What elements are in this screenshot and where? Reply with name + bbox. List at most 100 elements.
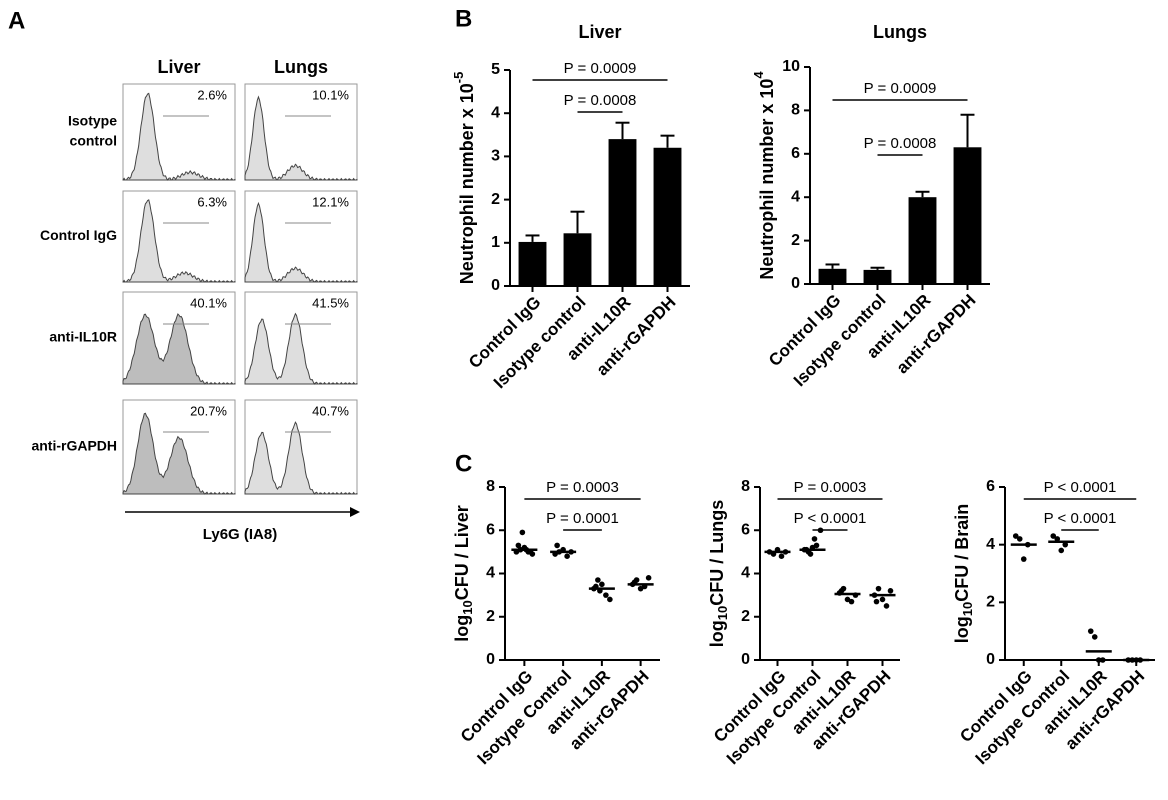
- p-value: P = 0.0008: [564, 92, 637, 109]
- p-value: P = 0.0003: [794, 479, 867, 496]
- y-tick-label: 4: [486, 565, 495, 582]
- dot: [817, 527, 824, 534]
- gate-percent: 6.3%: [197, 194, 227, 209]
- gate-percent: 2.6%: [197, 87, 227, 102]
- y-axis-label: Neutrophil number x 104: [751, 71, 776, 280]
- dot: [883, 603, 890, 609]
- y-tick-label: 4: [491, 104, 500, 121]
- gate-percent: 12.1%: [312, 194, 349, 209]
- dot: [1058, 547, 1065, 554]
- y-tick-label: 2: [791, 232, 800, 249]
- y-tick-label: 0: [791, 275, 800, 292]
- chart-title: Lungs: [873, 22, 927, 42]
- row-label: control: [70, 133, 117, 149]
- y-label-text: CFU / Brain: [952, 504, 972, 602]
- dot: [1091, 634, 1098, 640]
- y-tick-label: 1: [491, 234, 500, 251]
- row-label: anti-rGAPDH: [31, 438, 117, 454]
- bar: [518, 241, 547, 286]
- y-axis-label: log10CFU / Liver: [452, 505, 476, 642]
- dot: [1016, 536, 1023, 542]
- y-label-text: CFU / Liver: [452, 505, 472, 600]
- row-label: Control IgG: [40, 227, 117, 243]
- y-label-sub: 10: [715, 606, 730, 620]
- gate-percent: 41.5%: [312, 295, 349, 310]
- histogram: [122, 92, 236, 181]
- bar: [608, 139, 637, 286]
- dot: [879, 596, 886, 603]
- y-tick-label: 2: [986, 594, 995, 611]
- histogram: [122, 199, 236, 283]
- bar: [563, 233, 592, 286]
- y-tick-label: 3: [491, 148, 500, 165]
- histogram: [244, 312, 358, 385]
- dot: [778, 553, 785, 559]
- y-label-text: log: [452, 615, 472, 642]
- y-label-text: CFU / Lungs: [707, 500, 727, 606]
- dot: [564, 553, 570, 559]
- dot: [1095, 657, 1102, 663]
- y-tick-label: 4: [741, 565, 750, 582]
- y-tick-label: 4: [986, 536, 995, 553]
- dot: [599, 581, 605, 588]
- p-value: P < 0.0001: [1044, 479, 1117, 496]
- y-tick-label: 2: [491, 191, 500, 208]
- y-tick-label: 0: [486, 651, 495, 668]
- y-tick-label: 0: [491, 277, 500, 294]
- y-label-text: log: [952, 616, 972, 643]
- column-header: Liver: [157, 57, 200, 77]
- y-label-sub: 10: [460, 600, 475, 614]
- panel-label: A: [8, 7, 25, 34]
- histogram: [244, 421, 358, 495]
- gate-percent: 40.1%: [190, 295, 227, 310]
- dot: [1050, 533, 1057, 539]
- dot: [1087, 628, 1094, 634]
- dot: [607, 596, 613, 603]
- p-value: P = 0.0009: [864, 80, 937, 97]
- chart-title: Liver: [578, 22, 621, 42]
- gate-percent: 40.7%: [312, 403, 349, 418]
- dot: [554, 542, 560, 549]
- flow-xlabel: Ly6G (IA8): [203, 526, 277, 543]
- dot: [848, 598, 855, 605]
- dot: [1012, 533, 1019, 539]
- p-value: P = 0.0009: [564, 60, 637, 77]
- dot: [515, 542, 522, 549]
- dot: [811, 536, 818, 542]
- y-tick-label: 2: [741, 608, 750, 625]
- gate-percent: 20.7%: [190, 403, 227, 418]
- y-tick-label: 5: [491, 61, 500, 78]
- p-value: P < 0.0001: [1044, 510, 1117, 527]
- dot: [645, 575, 652, 581]
- y-label-text: Neutrophil number x 10: [757, 79, 777, 280]
- bar: [653, 147, 682, 286]
- y-tick-label: 8: [486, 478, 495, 495]
- y-tick-label: 8: [741, 478, 750, 495]
- dot: [603, 592, 609, 598]
- row-label: anti-IL10R: [49, 329, 117, 345]
- dot: [519, 529, 526, 536]
- bar: [863, 269, 892, 284]
- y-label-exp: -5: [451, 72, 466, 84]
- arrow-head: [350, 507, 360, 517]
- y-tick-label: 4: [791, 188, 800, 205]
- histogram: [122, 412, 236, 495]
- dot: [1099, 657, 1106, 663]
- dot: [595, 577, 601, 583]
- dot: [873, 598, 880, 605]
- y-tick-label: 8: [791, 102, 800, 119]
- y-label-exp: 4: [751, 71, 766, 79]
- y-label-sub: 10: [960, 602, 975, 616]
- y-axis-label: log10CFU / Brain: [952, 504, 976, 643]
- dot: [875, 585, 882, 592]
- panel-label: B: [455, 5, 472, 32]
- bar: [908, 197, 937, 284]
- bar: [818, 268, 847, 284]
- column-header: Lungs: [274, 57, 328, 77]
- y-tick-label: 6: [986, 478, 995, 495]
- dot: [1054, 536, 1061, 542]
- bar: [953, 147, 982, 284]
- x-tick-label: anti-rGAPDH: [593, 293, 680, 380]
- y-tick-label: 10: [782, 58, 800, 75]
- histogram: [244, 95, 358, 181]
